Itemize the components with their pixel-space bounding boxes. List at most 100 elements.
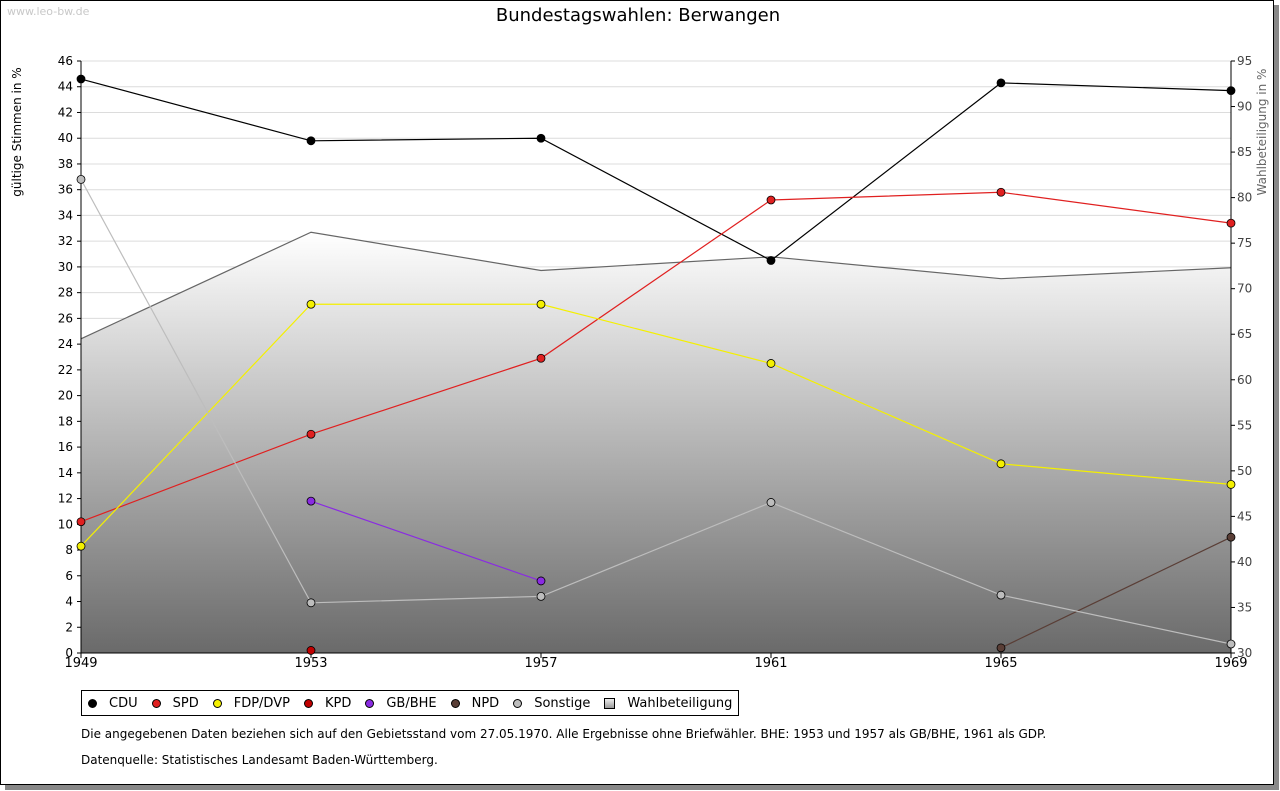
x-tick-label: 1957 (524, 656, 557, 671)
data-point-cdu (996, 78, 1006, 88)
y-tick-label: 10 (58, 517, 73, 531)
legend: CDU SPD FDP/DVP KPD GB/BHE NPD Sonstige … (81, 690, 740, 716)
data-point-spd (766, 195, 776, 205)
x-tick-label: 1965 (984, 656, 1017, 671)
watermark: www.leo-bw.de (7, 5, 90, 18)
y-tick-label: 6 (65, 569, 73, 583)
data-point-fdpdvp (536, 299, 546, 309)
y2-tick-label: 60 (1237, 373, 1252, 387)
legend-item-kpd: KPD (303, 695, 352, 711)
x-tick-label: 1953 (294, 656, 327, 671)
data-point-gbbhe (306, 496, 316, 506)
y-tick-label: 2 (65, 620, 73, 634)
data-point-gbbhe (536, 576, 546, 586)
y-tick-label: 20 (58, 389, 73, 403)
legend-marker-fdp (212, 698, 222, 708)
legend-label-sonstige: Sonstige (534, 695, 591, 711)
x-tick-label: 1949 (64, 656, 97, 671)
data-point-spd (76, 517, 86, 527)
x-tick-label: 1961 (754, 656, 787, 671)
data-source-text: Datenquelle: Statistisches Landesamt Bad… (81, 753, 438, 767)
legend-marker-wahlbeteiligung (604, 697, 616, 709)
y-tick-label: 14 (58, 466, 73, 480)
y-tick-label: 34 (58, 208, 73, 222)
turnout-area (81, 232, 1231, 653)
data-point-fdpdvp (996, 459, 1006, 469)
legend-label-fdp: FDP/DVP (233, 695, 290, 711)
y2-tick-label: 55 (1237, 418, 1252, 432)
y-tick-label: 36 (58, 183, 73, 197)
legend-item-npd: NPD (450, 695, 500, 711)
y-tick-label: 30 (58, 260, 73, 274)
series-line-npd (1000, 536, 1232, 649)
y-tick-label: 24 (58, 337, 73, 351)
y2-tick-label: 50 (1237, 464, 1252, 478)
y2-tick-label: 70 (1237, 282, 1252, 296)
data-point-spd (306, 429, 316, 439)
data-point-fdpdvp (76, 541, 86, 551)
legend-label-wahlbeteiligung: Wahlbeteiligung (627, 695, 733, 711)
chart-title: Bundestagswahlen: Berwangen (495, 5, 781, 26)
series-line-spd (80, 191, 1232, 523)
y-tick-label: 4 (65, 595, 73, 609)
legend-item-spd: SPD (151, 695, 199, 711)
turnout-line (80, 231, 1232, 340)
y2-tick-label: 90 (1237, 100, 1252, 114)
y-tick-label: 28 (58, 286, 73, 300)
data-point-npd (1226, 532, 1236, 542)
y-tick-label: 8 (65, 543, 73, 557)
y-tick-label: 46 (58, 54, 73, 68)
y-tick-label: 22 (58, 363, 73, 377)
data-point-sonstige (536, 591, 546, 601)
data-point-spd (536, 353, 546, 363)
y2-tick-label: 35 (1237, 600, 1252, 614)
data-point-fdpdvp (766, 359, 776, 368)
data-point-sonstige (766, 498, 776, 507)
series-line-cdu (80, 78, 1232, 262)
y-tick-label: 26 (58, 311, 73, 325)
y-tick-label: 12 (58, 492, 73, 506)
legend-item-cdu: CDU (88, 696, 138, 711)
legend-marker-spd (151, 698, 161, 708)
data-point-sonstige (996, 590, 1006, 600)
y2-tick-label: 95 (1237, 54, 1252, 68)
legend-item-wahlbeteiligung: Wahlbeteiligung (604, 696, 732, 711)
legend-item-sonstige: Sonstige (513, 696, 590, 711)
y2-tick-label: 80 (1237, 191, 1252, 205)
legend-label-npd: NPD (471, 695, 500, 711)
series-line-gbbhe (310, 500, 542, 582)
y-tick-label: 32 (58, 234, 73, 248)
data-point-spd (996, 187, 1006, 197)
y-tick-label: 18 (58, 414, 73, 428)
x-tick-label: 1969 (1214, 656, 1247, 671)
data-point-sonstige (76, 174, 86, 184)
data-point-cdu (76, 74, 86, 84)
footnote-text: Die angegebenen Daten beziehen sich auf … (81, 727, 1047, 741)
data-point-fdpdvp (306, 299, 316, 309)
y2-tick-label: 45 (1237, 509, 1252, 523)
y-tick-label: 40 (58, 131, 73, 145)
legend-marker-sonstige (513, 698, 523, 708)
legend-marker-gbbhe (365, 698, 375, 708)
data-point-npd (996, 643, 1006, 653)
data-point-kpd (306, 646, 316, 655)
y-tick-label: 16 (58, 440, 73, 454)
series-line-fdpdvp (80, 303, 1232, 547)
data-point-cdu (766, 256, 776, 265)
data-point-cdu (306, 136, 316, 146)
legend-marker-cdu (88, 698, 97, 708)
y-tick-label: 44 (58, 80, 73, 94)
y-tick-label: 0 (65, 646, 73, 660)
legend-label-spd: SPD (172, 695, 199, 711)
data-point-sonstige (306, 598, 316, 608)
y-tick-label: 38 (58, 157, 73, 171)
legend-label-cdu: CDU (109, 695, 138, 711)
chart-canvas: 0246810121416182022242628303234363840424… (58, 54, 1253, 671)
data-point-fdpdvp (1226, 480, 1236, 489)
y2-tick-label: 30 (1237, 646, 1252, 660)
y2-tick-label: 40 (1237, 555, 1252, 569)
data-point-cdu (536, 133, 546, 143)
legend-item-fdp: FDP/DVP (212, 695, 290, 711)
legend-label-kpd: KPD (324, 695, 352, 711)
